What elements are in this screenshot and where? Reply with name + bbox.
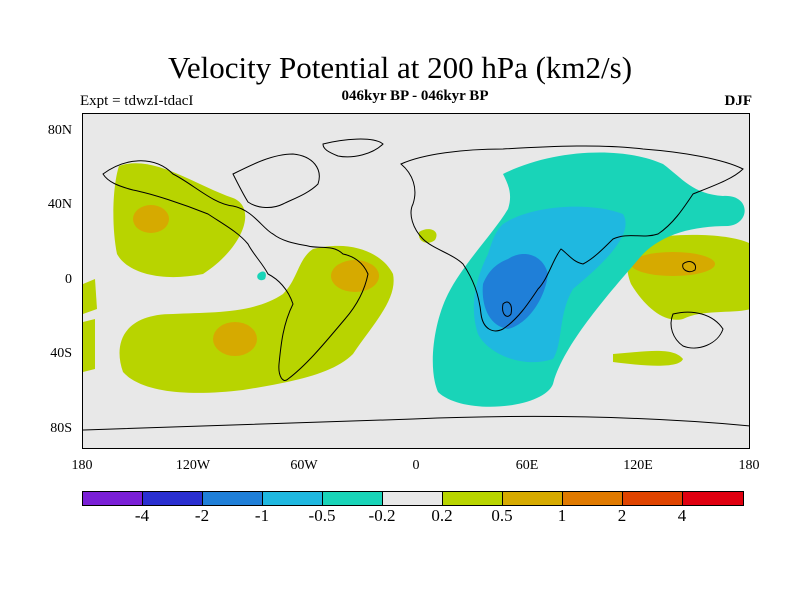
colorbar-box <box>383 492 443 505</box>
lon-tick-label: 180 <box>71 458 93 473</box>
lon-tick-label: 0 <box>412 458 420 473</box>
strong-negative-areas <box>482 254 548 329</box>
colorbar <box>82 491 744 506</box>
colorbar-box <box>83 492 143 505</box>
colorbar-label: -0.2 <box>368 506 396 525</box>
colorbar-box <box>203 492 263 505</box>
lat-tick-label: 80S <box>50 421 72 436</box>
lon-tick-label: 180 <box>738 458 760 473</box>
lon-tick-label: 120W <box>175 458 211 473</box>
colorbar-box <box>323 492 383 505</box>
colorbar-label: 1 <box>557 506 567 525</box>
colorbar-box <box>623 492 683 505</box>
lon-tick-label: 120E <box>623 458 653 473</box>
lon-tick-label: 60W <box>290 458 318 473</box>
colorbar-box <box>443 492 503 505</box>
colorbar-label: 2 <box>617 506 627 525</box>
strong-positive-areas <box>133 205 715 356</box>
lat-tick-label: 40N <box>47 197 72 212</box>
colorbar-box <box>683 492 743 505</box>
lat-tick-label: 40S <box>50 346 72 361</box>
colorbar-box <box>563 492 623 505</box>
colorbar-label: -0.5 <box>308 506 336 525</box>
colorbar-label: 0.2 <box>431 506 453 525</box>
colorbar-box <box>503 492 563 505</box>
colorbar-label: -4 <box>134 506 150 525</box>
map-panel <box>82 113 750 449</box>
season-label: DJF <box>724 93 753 109</box>
lon-tick-label: 60E <box>515 458 539 473</box>
colorbar-label: -1 <box>254 506 270 525</box>
map-canvas <box>83 114 749 448</box>
experiment-label: Expt = tdwzI-tdacI <box>80 93 194 109</box>
colorbar-label: 4 <box>677 506 687 525</box>
map-title: Velocity Potential at 200 hPa (km2/s) <box>167 50 633 85</box>
coastlines <box>83 138 749 431</box>
lat-tick-label: 0 <box>65 272 72 287</box>
colorbar-box <box>263 492 323 505</box>
colorbar-label: 0.5 <box>491 506 513 525</box>
map-subtitle: 046kyr BP - 046kyr BP <box>341 88 489 104</box>
lat-tick-label: 80N <box>47 123 72 138</box>
colorbar-box <box>143 492 203 505</box>
colorbar-label: -2 <box>194 506 210 525</box>
